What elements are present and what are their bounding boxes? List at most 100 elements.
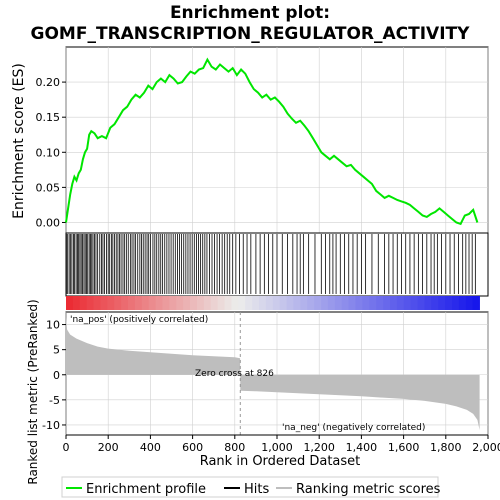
es-panel: 0.00 0.05 0.10 0.15 0.20 Enrichment score (E…	[11, 46, 489, 234]
rank-color-segment	[128, 296, 136, 310]
rank-color-segment	[293, 296, 301, 310]
rank-color-segment	[341, 296, 349, 310]
x-tick-label: 800	[224, 441, 245, 454]
rank-color-segment	[79, 296, 88, 310]
metric-y-axis: 10 5 0 -5 -10	[42, 319, 66, 432]
rank-color-segment	[410, 296, 418, 310]
rank-color-segment	[114, 296, 122, 310]
rank-color-segment	[355, 296, 363, 310]
x-axis: 0 200 400 600 800 1,000 1,200 1,400 1,600 1,800 2,…	[63, 434, 500, 454]
x-tick-label: 1,200	[303, 441, 335, 454]
neg-correlated-label: 'na_neg' (negatively correlated)	[282, 423, 425, 433]
rank-color-segment	[190, 296, 198, 310]
es-y-tick-label: 0.10	[36, 146, 61, 159]
metric-gridlines	[65, 312, 489, 435]
x-tick-label: 400	[140, 441, 161, 454]
es-gridlines	[65, 47, 489, 233]
ranking-metric-area	[66, 317, 480, 430]
rank-color-segment	[279, 296, 287, 310]
chart-title-line1: Enrichment plot:	[170, 3, 330, 23]
rank-color-segment	[417, 296, 425, 310]
metric-y-tick-label: -10	[42, 419, 60, 432]
rank-color-segment	[321, 296, 329, 310]
rank-color-segment	[307, 296, 315, 310]
rank-color-segment	[107, 296, 115, 310]
rank-color-segment	[148, 296, 157, 310]
rank-color-segment	[465, 296, 474, 310]
rank-color-segment	[169, 296, 177, 310]
rank-color-segment	[286, 296, 294, 310]
rank-color-segment	[210, 296, 219, 310]
rank-color-segment	[196, 296, 205, 310]
rank-color-segment	[396, 296, 405, 310]
rank-color-segment	[66, 296, 74, 310]
zero-cross-label: Zero cross at 826	[195, 369, 274, 379]
rank-color-segment	[458, 296, 467, 310]
rank-color-segment	[162, 296, 170, 310]
legend-es-label: Enrichment profile	[86, 482, 206, 497]
rank-color-segment	[300, 296, 308, 310]
rank-color-segment	[445, 296, 453, 310]
rank-color-segment	[424, 296, 432, 310]
rank-color-bar	[66, 296, 480, 310]
metric-y-tick-label: 0	[53, 369, 60, 382]
rank-color-segment	[224, 296, 232, 310]
legend-hits-label: Hits	[244, 482, 269, 497]
rank-color-segment	[438, 296, 446, 310]
rank-color-segment	[72, 296, 81, 310]
rank-color-segment	[369, 296, 377, 310]
rank-color-segment	[383, 296, 391, 310]
x-tick-label: 0	[63, 441, 70, 454]
hits-panel	[65, 232, 489, 310]
x-tick-label: 1,400	[346, 441, 378, 454]
metric-y-tick-label: -5	[49, 394, 60, 407]
hits-lines	[66, 234, 476, 294]
rank-color-segment	[258, 296, 267, 310]
rank-color-segment	[203, 296, 212, 310]
x-tick-label: 1,600	[388, 441, 420, 454]
rank-color-segment	[403, 296, 412, 310]
es-y-tick-label: 0.00	[36, 216, 61, 229]
legend-metric-label: Ranking metric scores	[296, 482, 441, 497]
chart-title-line2: GOMF_TRANSCRIPTION_REGULATOR_ACTIVITY	[31, 24, 471, 44]
metric-panel: 10 5 0 -5 -10 'na_pos' (positively correlate…	[26, 299, 489, 485]
rank-color-segment	[334, 296, 343, 310]
x-tick-label: 200	[98, 441, 119, 454]
legend-box	[61, 476, 439, 498]
rank-color-segment	[217, 296, 225, 310]
rank-color-segment	[376, 296, 384, 310]
metric-y-tick-label: 10	[46, 319, 60, 332]
rank-color-segment	[86, 296, 94, 310]
rank-color-segment	[451, 296, 460, 310]
pos-correlated-label: 'na_pos' (positively correlated)	[70, 315, 208, 325]
es-y-axis: 0.00 0.05 0.10 0.15 0.20	[36, 76, 66, 229]
rank-color-segment	[472, 296, 480, 310]
enrichment-profile-line	[65, 57, 479, 226]
es-y-tick-label: 0.05	[36, 181, 61, 194]
rank-color-segment	[183, 296, 191, 310]
rank-color-segment	[134, 296, 143, 310]
legend: Enrichment profile Hits Ranking metric s…	[61, 476, 441, 498]
rank-color-segment	[245, 296, 253, 310]
rank-color-segment	[141, 296, 150, 310]
es-y-axis-label: Enrichment score (ES)	[11, 63, 27, 219]
x-tick-label: 1,800	[430, 441, 462, 454]
rank-color-segment	[389, 296, 398, 310]
rank-color-segment	[252, 296, 260, 310]
rank-color-segment	[362, 296, 370, 310]
rank-color-segment	[272, 296, 281, 310]
x-tick-label: 600	[182, 441, 203, 454]
rank-color-segment	[238, 296, 246, 310]
rank-color-segment	[93, 296, 101, 310]
x-tick-label: 1,000	[261, 441, 293, 454]
rank-color-segment	[327, 296, 336, 310]
metric-y-tick-label: 5	[53, 344, 60, 357]
x-axis-label: Rank in Ordered Dataset	[200, 454, 361, 469]
es-y-tick-label: 0.15	[36, 111, 61, 124]
rank-color-segment	[431, 296, 439, 310]
metric-y-axis-label: Ranked list metric (PreRanked)	[26, 299, 40, 484]
rank-color-segment	[100, 296, 108, 310]
es-y-tick-label: 0.20	[36, 76, 61, 89]
rank-color-segment	[121, 296, 129, 310]
